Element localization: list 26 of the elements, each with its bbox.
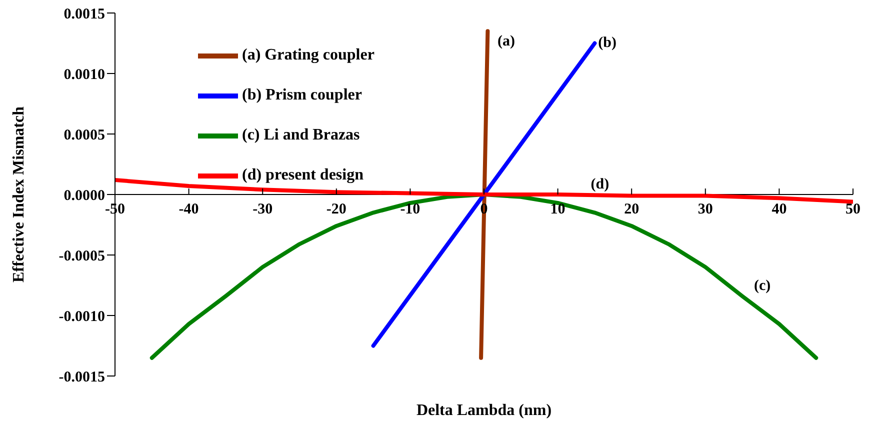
y-tick-label: 0.0010 <box>64 66 105 83</box>
legend-label: (b) Prism coupler <box>242 86 362 104</box>
annotation: (a) <box>497 34 515 50</box>
x-tick-label: 30 <box>698 202 713 218</box>
legend-label: (a) Grating coupler <box>242 46 374 64</box>
x-tick-label: -30 <box>252 202 273 218</box>
x-axis-title: Delta Lambda (nm) <box>416 402 552 419</box>
annotation: (d) <box>590 176 610 192</box>
x-tick-label: 10 <box>550 202 566 218</box>
legend-label: (d) present design <box>242 166 364 184</box>
x-tick-label: 50 <box>846 202 860 218</box>
x-tick-label: -40 <box>178 202 199 218</box>
y-tick-label: -0.0015 <box>58 369 105 386</box>
annotation: (b) <box>598 34 616 51</box>
y-tick-label: 0.0000 <box>64 188 105 204</box>
x-tick-label: -20 <box>326 202 346 218</box>
x-tick-label: 40 <box>772 202 787 218</box>
y-tick-label: 0.0005 <box>64 127 105 144</box>
y-tick-label: -0.0010 <box>58 308 105 325</box>
annotation: (c) <box>754 278 771 294</box>
y-tick-label: 0.0015 <box>64 6 105 22</box>
legend-label: (c) Li and Brazas <box>242 126 360 144</box>
y-tick-label: -0.0005 <box>58 248 105 264</box>
y-axis-title: Effective Index Mismatch <box>10 106 28 282</box>
x-tick-label: 20 <box>624 202 640 218</box>
x-tick-label: -10 <box>400 202 420 218</box>
